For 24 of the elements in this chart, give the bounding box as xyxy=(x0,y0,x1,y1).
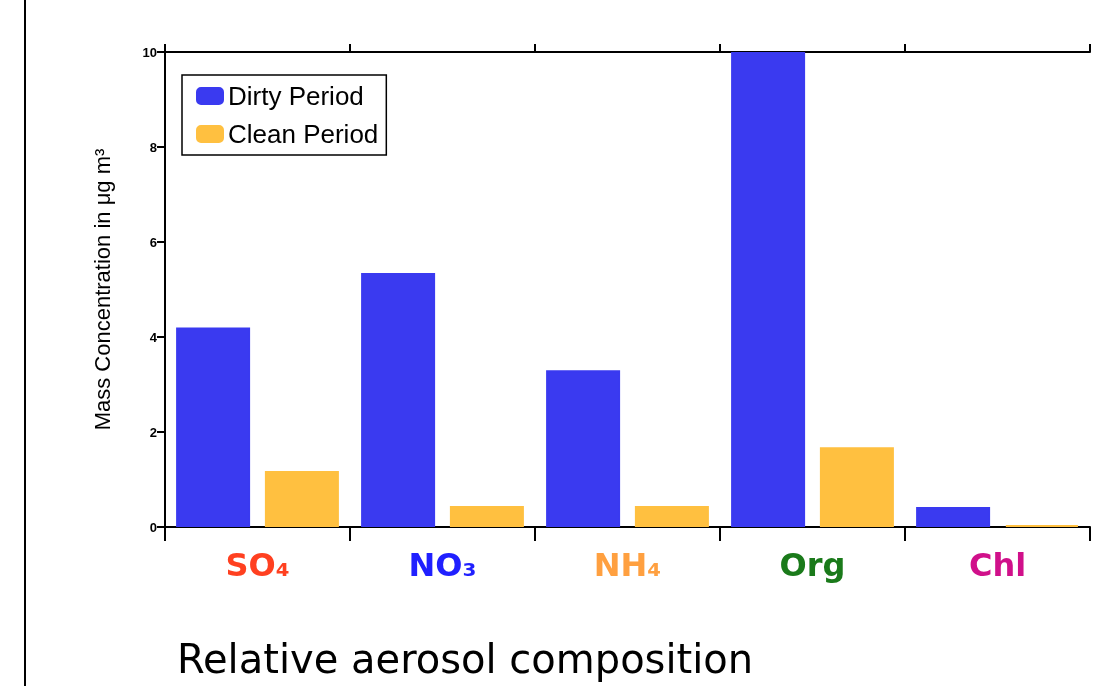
y-tick-label: 10 xyxy=(142,44,157,60)
text: Relative aerosol composition xyxy=(177,636,754,682)
x-tick-label: NO₃ xyxy=(408,546,477,584)
bar xyxy=(264,470,339,527)
bar xyxy=(546,370,621,527)
bar xyxy=(916,507,991,527)
legend-label: Clean Period xyxy=(228,119,379,149)
y-tick-label: 2 xyxy=(149,424,157,440)
x-tick-label: NH₄ xyxy=(593,546,662,584)
bar xyxy=(819,447,894,527)
bar xyxy=(449,506,524,527)
legend-label: Dirty Period xyxy=(228,81,364,111)
y-tick-label: 8 xyxy=(149,139,157,155)
bar xyxy=(361,272,436,527)
bar xyxy=(634,506,709,527)
x-tick-label: Org xyxy=(779,546,846,584)
bar xyxy=(176,327,251,527)
y-tick-label: 4 xyxy=(149,329,158,345)
y-tick-label: 6 xyxy=(149,234,157,250)
bar xyxy=(731,52,806,527)
x-tick-label: SO₄ xyxy=(225,546,290,584)
y-axis-title: Mass Concentration in μg m³ xyxy=(89,148,115,431)
y-tick-label: 0 xyxy=(149,519,157,535)
x-tick-label: Chl xyxy=(968,546,1027,584)
